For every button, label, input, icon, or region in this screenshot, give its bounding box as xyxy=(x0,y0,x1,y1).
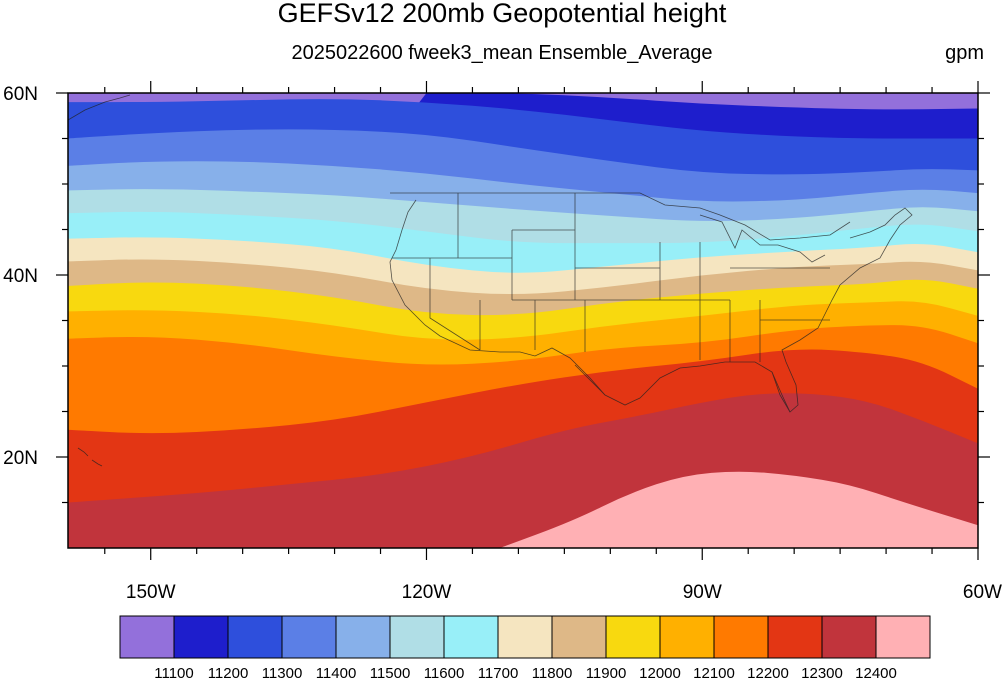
colorbar-label: 12200 xyxy=(747,665,789,682)
colorbar-swatch xyxy=(335,615,391,659)
map-outlines xyxy=(68,94,913,467)
florida xyxy=(771,371,791,413)
contour-bands xyxy=(68,93,978,548)
x-tick-label: 60W xyxy=(963,582,1002,603)
y-tick-label: 40N xyxy=(3,266,38,287)
hawaii xyxy=(77,447,103,467)
colorbar-swatch xyxy=(497,615,553,659)
colorbar-swatch xyxy=(389,615,445,659)
canada-border xyxy=(390,192,851,241)
chart-title: GEFSv12 200mb Geopotential height xyxy=(277,0,727,28)
colorbar-label: 11600 xyxy=(424,665,465,682)
colorbar-label: 11500 xyxy=(370,665,411,682)
x-tick-label: 150W xyxy=(126,582,176,603)
colorbar-label: 11400 xyxy=(316,665,357,682)
colorbar-swatch xyxy=(173,615,229,659)
x-tick-label: 90W xyxy=(683,582,722,603)
colorbar-swatch xyxy=(875,615,931,659)
colorbar-swatch xyxy=(821,615,877,659)
colorbar-label: 12000 xyxy=(639,665,681,682)
colorbar-swatch xyxy=(443,615,499,659)
x-tick-label: 120W xyxy=(402,582,452,603)
state-lines xyxy=(392,193,830,362)
axis-labels: 150W 120W 90W 60W 60N 40N 20N xyxy=(3,84,1002,603)
y-tick-label: 20N xyxy=(3,448,38,469)
colorbar-label: 12400 xyxy=(855,665,897,682)
axis-ticks xyxy=(56,81,990,560)
colorbar-label: 11100 xyxy=(154,665,194,682)
colorbar-swatch xyxy=(767,615,823,659)
chart-subtitle: 2025022600 fweek3_mean Ensemble_Average xyxy=(291,42,713,64)
alaska-coast xyxy=(68,94,131,121)
colorbar-swatch xyxy=(713,615,769,659)
colorbar-swatch xyxy=(227,615,283,659)
coastline xyxy=(389,199,913,413)
colorbar-label: 12300 xyxy=(801,665,843,682)
colorbar-label: 12100 xyxy=(693,665,735,682)
colorbar-swatch xyxy=(281,615,337,659)
colorbar: 11100 11200 11300 11400 11500 11600 11700 11800… xyxy=(119,615,931,682)
great-lakes xyxy=(699,214,826,263)
colorbar-swatch xyxy=(659,615,715,659)
colorbar-label: 11200 xyxy=(208,665,249,682)
y-tick-label: 60N xyxy=(3,84,38,105)
colorbar-label: 11900 xyxy=(586,665,627,682)
colorbar-swatch xyxy=(119,615,175,659)
colorbar-swatch xyxy=(551,615,607,659)
colorbar-label: 11700 xyxy=(478,665,519,682)
colorbar-label: 11800 xyxy=(532,665,573,682)
units-label: gpm xyxy=(945,42,984,64)
gulf-coast xyxy=(574,364,606,396)
colorbar-label: 11300 xyxy=(262,665,303,682)
colorbar-swatch xyxy=(605,615,661,659)
band-12400 xyxy=(500,471,978,548)
